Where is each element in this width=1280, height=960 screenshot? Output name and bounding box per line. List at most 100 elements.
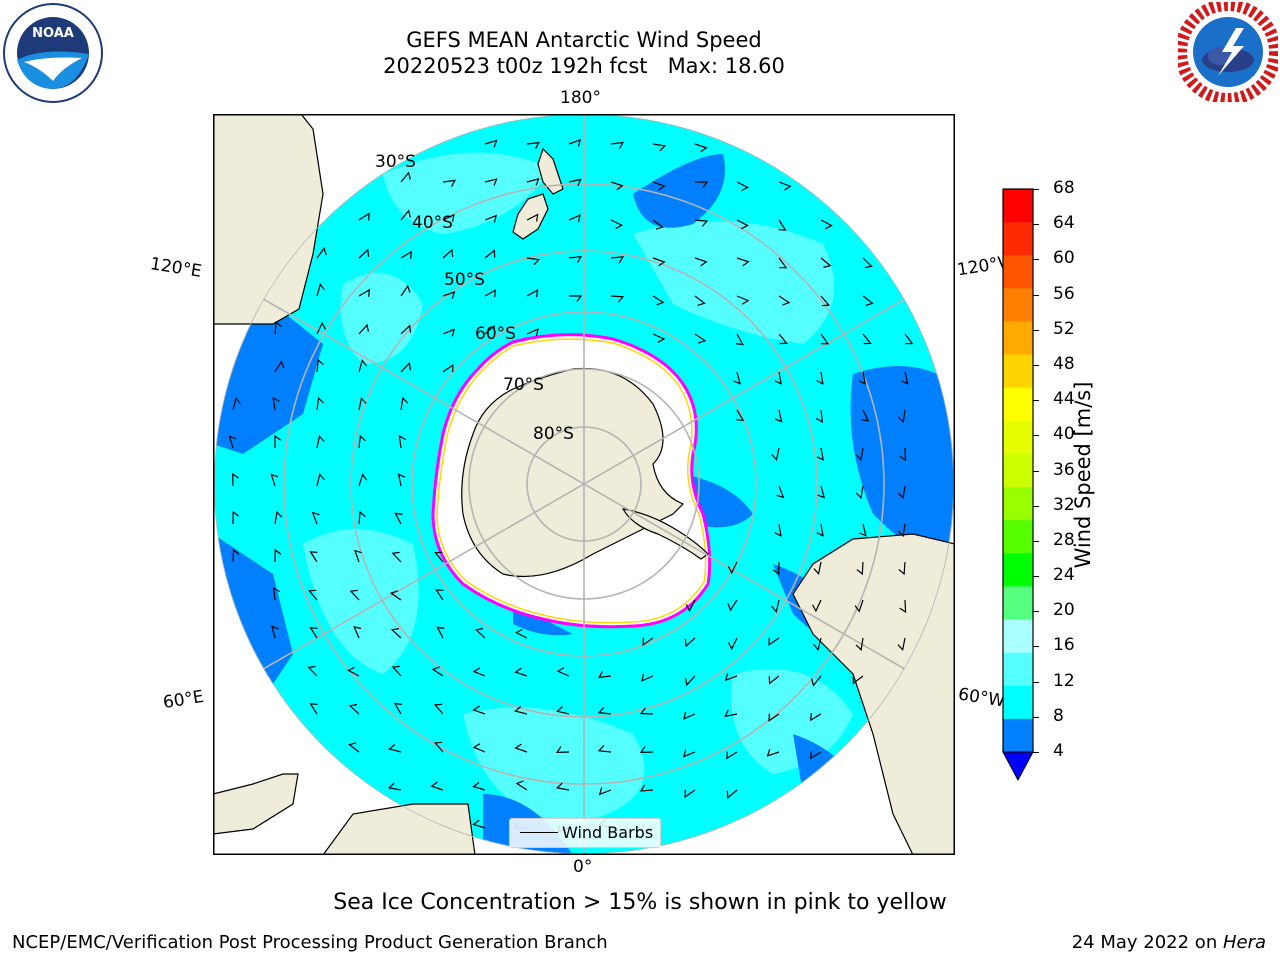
wind-barb xyxy=(484,249,496,259)
wind-barb xyxy=(274,434,282,449)
wind-barb xyxy=(778,181,792,191)
colorbar-cell xyxy=(1003,685,1033,720)
colorbar-tick-mark xyxy=(1033,752,1039,753)
wind-barb xyxy=(433,703,444,715)
wind-barb xyxy=(358,359,368,373)
chart-title: GEFS MEAN Antarctic Wind Speed xyxy=(406,28,762,52)
wind-barb xyxy=(228,435,237,449)
colorbar-tick-label: 52 xyxy=(1053,318,1075,339)
wind-barb xyxy=(556,706,570,715)
wind-barb xyxy=(897,637,906,652)
colorbar-cell xyxy=(1003,321,1033,356)
wind-barb xyxy=(398,435,406,449)
wind-barb xyxy=(813,637,822,651)
colorbar-cell xyxy=(1003,619,1033,654)
wind-barb xyxy=(232,397,241,411)
wind-barb xyxy=(597,707,612,715)
wind-barb xyxy=(816,523,824,537)
wind-barb xyxy=(515,780,528,791)
wind-barb xyxy=(316,434,325,449)
colorbar-cell xyxy=(1003,288,1033,322)
wind-barb xyxy=(484,178,498,186)
colorbar-tick-label: 56 xyxy=(1053,283,1075,304)
wind-barb xyxy=(400,284,411,297)
wind-barb xyxy=(391,551,402,563)
wind-barb xyxy=(316,396,325,411)
wind-barb xyxy=(694,143,708,153)
wind-barb xyxy=(778,333,788,345)
wind-barb xyxy=(652,143,667,152)
wind-barb xyxy=(393,702,403,715)
wind-barb xyxy=(434,551,444,563)
map-frame xyxy=(213,114,955,855)
wind-barb xyxy=(514,743,528,753)
wind-barb xyxy=(484,324,496,335)
sea-ice-caption: Sea Ice Concentration > 15% is shown in … xyxy=(333,890,947,915)
colorbar-cell xyxy=(1003,718,1033,753)
colorbar-cell xyxy=(1003,420,1033,455)
wind-barb xyxy=(568,178,582,187)
colorbar-tick-mark xyxy=(1033,400,1039,402)
wind-barb xyxy=(774,371,782,385)
wind-barb xyxy=(274,360,285,373)
wind-barb xyxy=(897,485,906,500)
colorbar-tick-label: 12 xyxy=(1053,670,1075,691)
wind-barb xyxy=(810,751,822,760)
lat-label-30s: 30°S xyxy=(375,152,416,172)
wind-barb xyxy=(683,749,696,758)
colorbar-tick-label: 4 xyxy=(1053,741,1064,761)
wind-barb xyxy=(232,548,240,563)
wind-barb xyxy=(610,295,625,303)
wind-barb xyxy=(652,181,666,191)
wind-barb xyxy=(358,323,370,335)
colorbar-tick-label: 16 xyxy=(1053,635,1075,656)
wind-barb xyxy=(309,627,318,639)
lat-label-60s: 60°S xyxy=(475,324,516,344)
wind-barb xyxy=(442,213,455,222)
wind-barb xyxy=(358,473,368,487)
colorbar-cell xyxy=(1003,222,1033,256)
wind-barb xyxy=(855,447,864,462)
wind-barb xyxy=(610,219,624,230)
wind-barb xyxy=(862,333,872,345)
wind-barb xyxy=(442,248,454,259)
colorbar-cell xyxy=(1003,487,1033,521)
wind-barb xyxy=(820,257,832,268)
colorbar-label: Wind Speed [m/s] xyxy=(1071,381,1095,569)
wind-barb xyxy=(270,473,279,487)
wind-barb xyxy=(694,333,707,344)
wind-barb xyxy=(555,782,570,791)
colorbar-tick-mark xyxy=(1033,294,1039,296)
wind-barb xyxy=(435,589,444,601)
colorbar-tick-mark xyxy=(1033,259,1039,261)
wind-barb xyxy=(898,561,906,576)
wind-barb xyxy=(358,434,366,449)
colorbar xyxy=(1002,188,1034,782)
colorbar-tick-mark xyxy=(1033,364,1039,366)
wind-barb xyxy=(856,561,864,576)
colorbar-tick-label: 32 xyxy=(1053,494,1075,515)
wind-barb xyxy=(309,703,318,715)
wind-barb xyxy=(736,219,749,230)
wind-barb xyxy=(274,548,282,563)
new-zealand-south xyxy=(512,193,549,240)
wind-barb xyxy=(231,472,239,487)
wind-barb xyxy=(610,256,625,264)
wind-barb xyxy=(652,295,665,306)
wind-barb xyxy=(904,333,914,345)
wind-barb xyxy=(358,288,371,297)
colorbar-cell xyxy=(1003,652,1033,687)
wind-barb xyxy=(555,746,570,754)
wind-barb xyxy=(274,510,283,525)
wind-barb xyxy=(861,409,870,422)
wind-barb xyxy=(639,707,654,715)
colorbar-cell xyxy=(1003,520,1033,554)
colorbar-tick-label: 20 xyxy=(1053,600,1075,621)
colorbar-cell xyxy=(1003,189,1033,223)
wind-barb xyxy=(272,397,280,411)
madagascar-land xyxy=(213,773,299,835)
wind-barb xyxy=(526,213,539,222)
colorbar-extend-arrow xyxy=(1002,751,1034,782)
wind-barb xyxy=(391,665,402,677)
wind-barb xyxy=(556,667,570,677)
